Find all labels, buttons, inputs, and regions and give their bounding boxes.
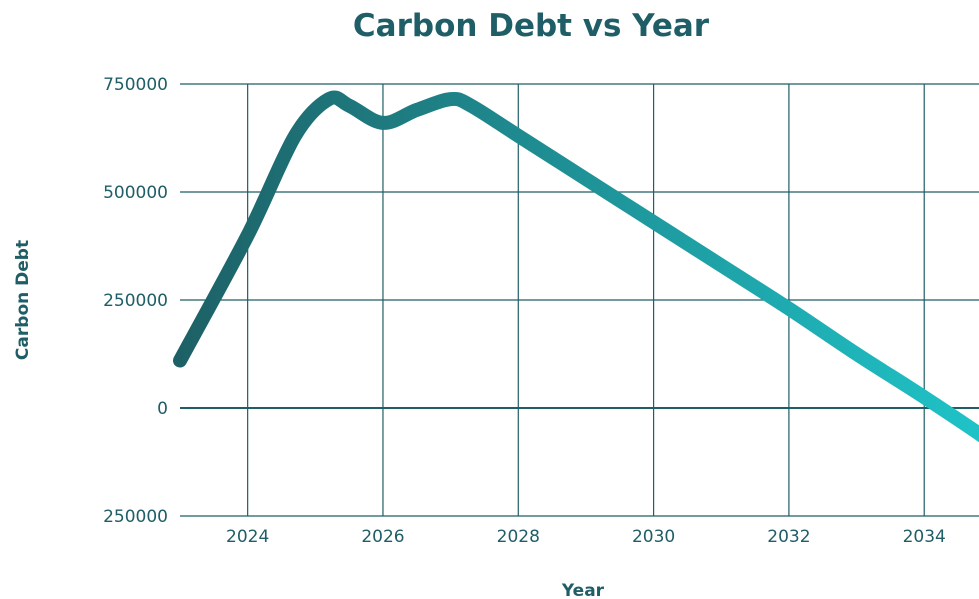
y-tick-label: 250000 <box>103 291 168 311</box>
x-tick-label: 2030 <box>632 527 675 547</box>
y-axis-label: Carbon Debt <box>13 240 33 360</box>
x-axis-label: Year <box>561 581 605 599</box>
y-tick-label: 250000 <box>103 507 168 527</box>
y-tick-label: 0 <box>157 399 168 419</box>
y-tick-label: 500000 <box>103 183 168 203</box>
chart-title: Carbon Debt vs Year <box>352 8 710 44</box>
grid <box>180 83 979 517</box>
x-axis-ticks: 2024 2026 2028 2030 2032 2034 <box>226 527 946 547</box>
x-tick-label: 2026 <box>361 527 404 547</box>
y-tick-label: 750000 <box>103 75 168 95</box>
series-line <box>173 90 979 443</box>
x-tick-label: 2028 <box>497 527 540 547</box>
x-tick-label: 2032 <box>767 527 810 547</box>
x-tick-label: 2024 <box>226 527 269 547</box>
x-tick-label: 2034 <box>903 527 946 547</box>
y-axis-ticks: 250000 0 250000 500000 750000 <box>103 75 168 527</box>
